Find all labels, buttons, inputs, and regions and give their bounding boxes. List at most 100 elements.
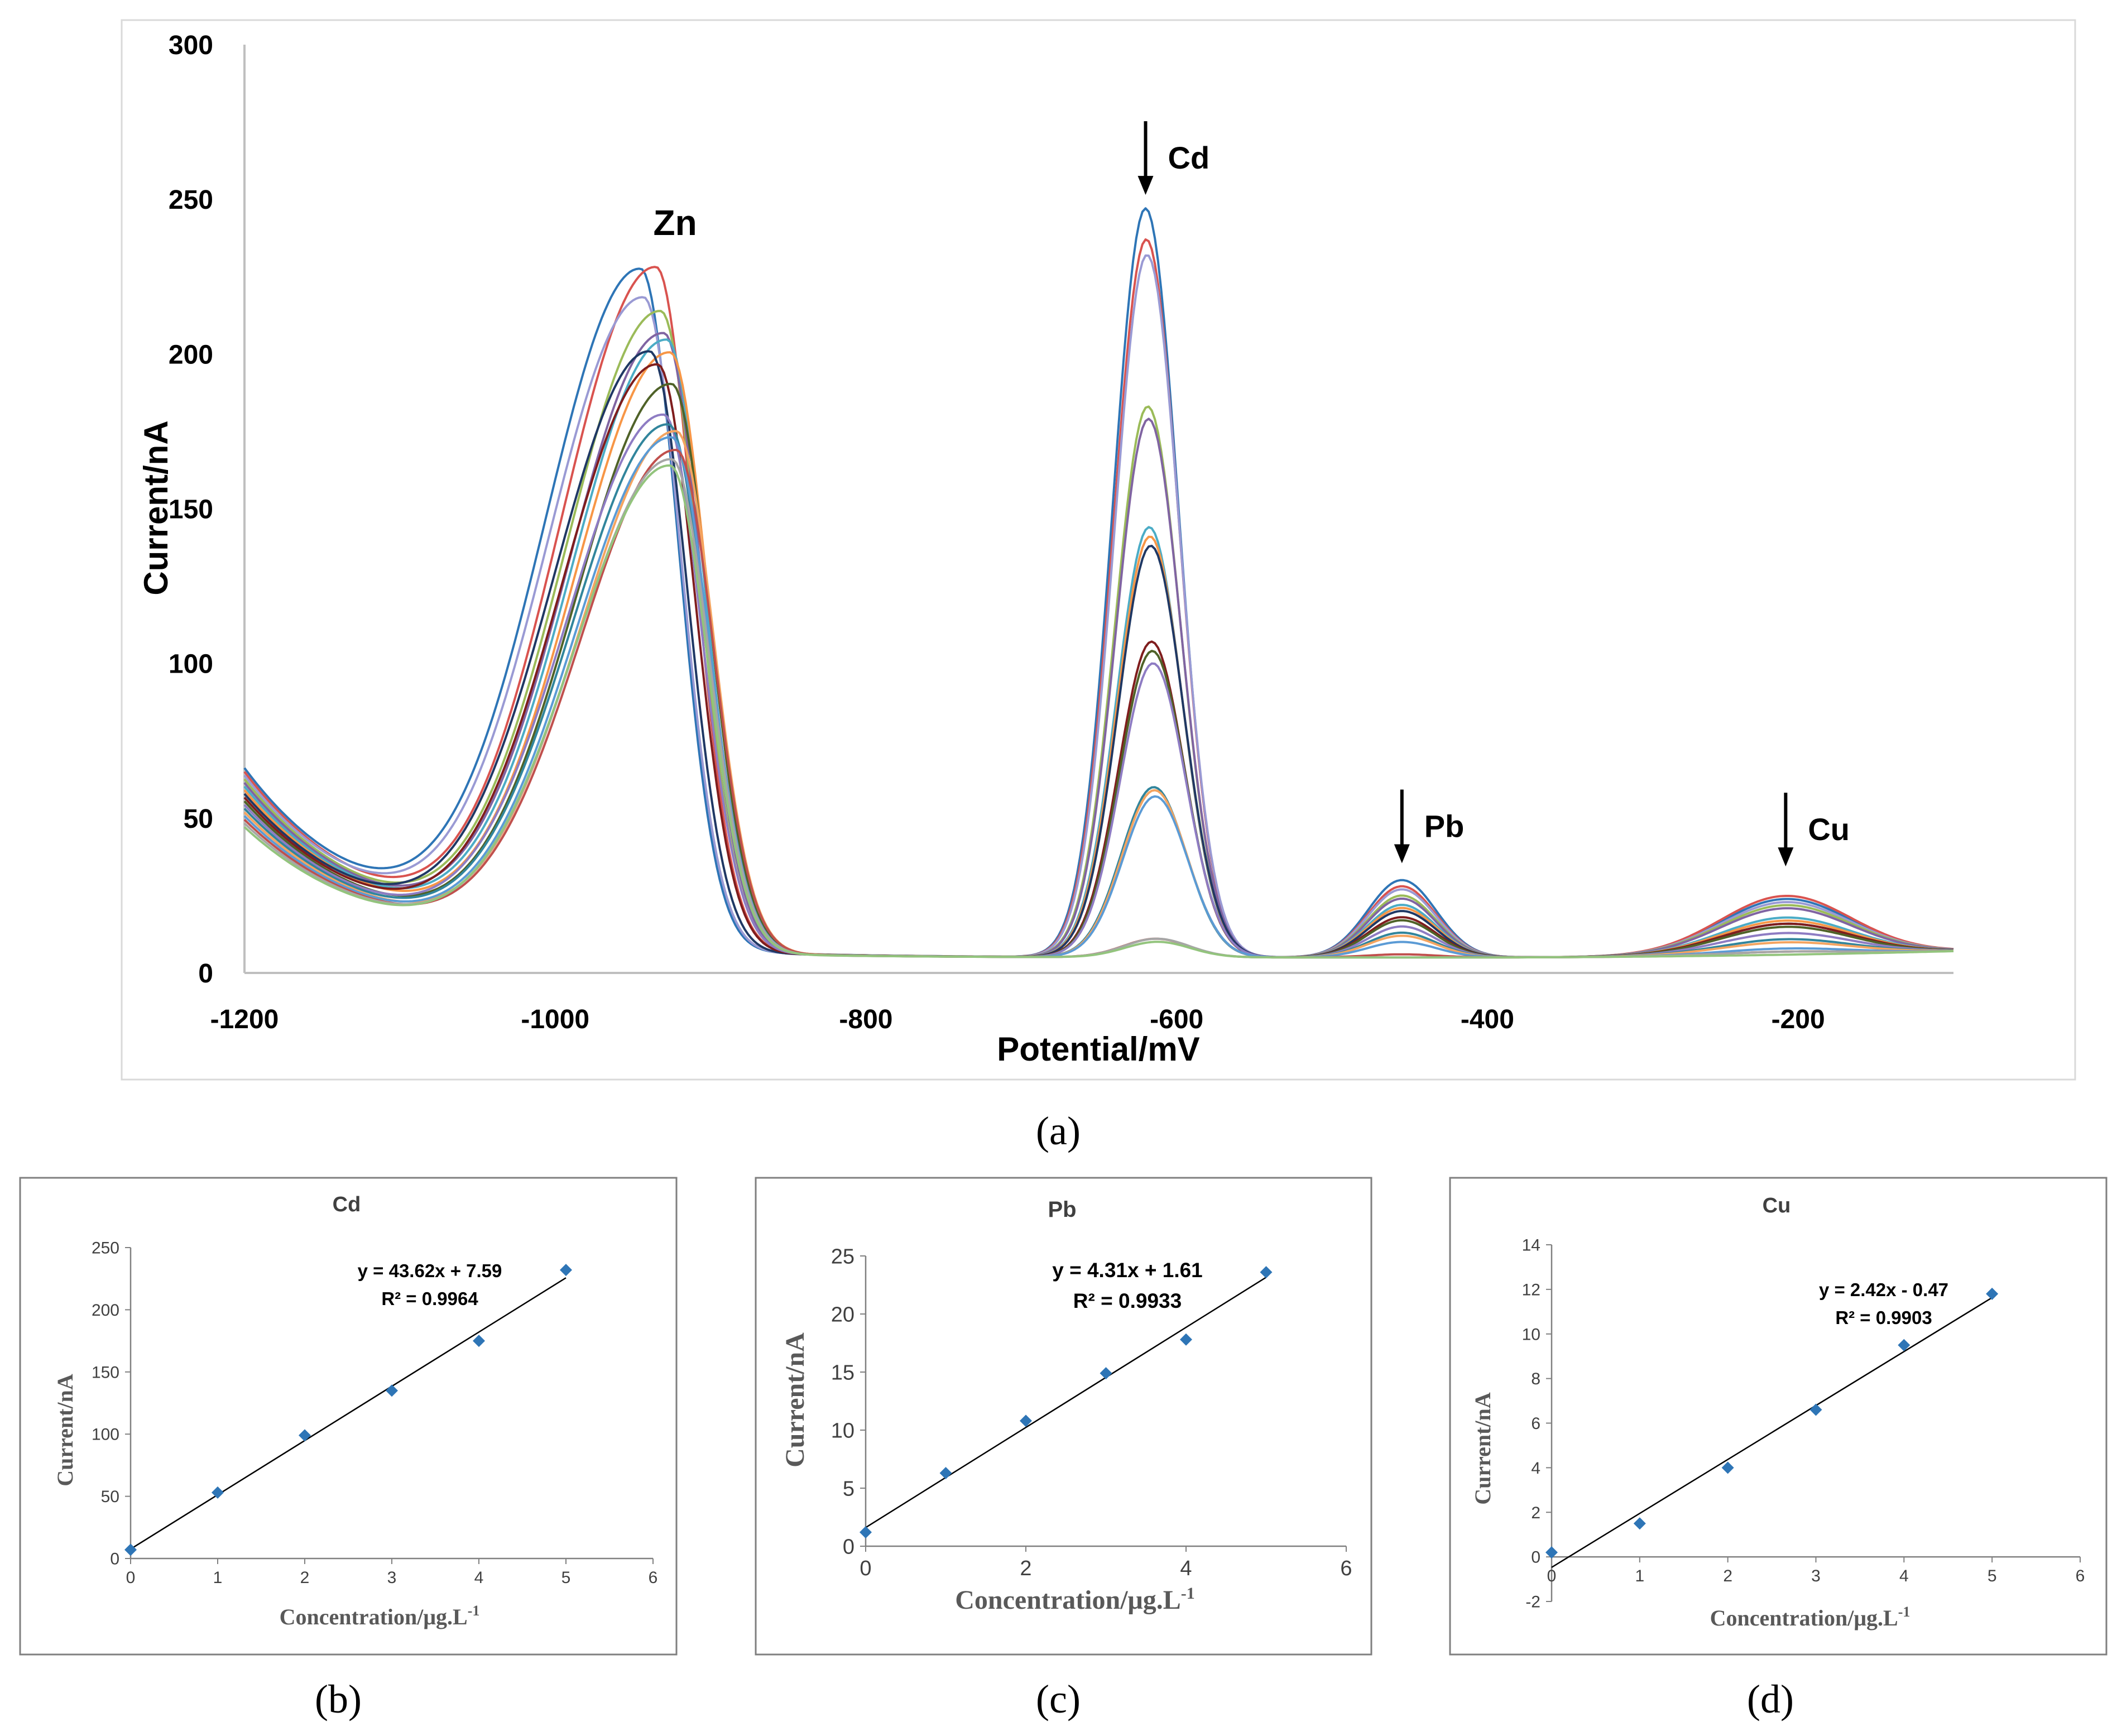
- panel-b-data-points: [124, 1264, 572, 1556]
- panel-d-x-tick-label: 5: [1988, 1567, 1997, 1585]
- panel-c-data-point: [1020, 1414, 1032, 1427]
- panel-c-y-tick-label: 0: [843, 1535, 855, 1558]
- panel-d-y-axis-label: Current/nA: [1470, 1392, 1495, 1505]
- panel-d-x-tick-label: 3: [1811, 1567, 1821, 1585]
- panel-c-trendline: [865, 1277, 1267, 1528]
- panel-a-y-axis-label: Current/nA: [137, 420, 175, 595]
- panel-d-y-tick-label: 8: [1531, 1370, 1540, 1388]
- panel-d-x-tick-label: 6: [2076, 1567, 2085, 1585]
- panel-c-equation: y = 4.31x + 1.61: [1052, 1259, 1203, 1282]
- panel-a-peak-arrowhead: [1778, 847, 1794, 867]
- panel-d-trendline: [1551, 1297, 1993, 1568]
- panel-a-peak-label: Cd: [1168, 140, 1210, 175]
- panel-a-series-curves: [243, 207, 1954, 959]
- panel-d-frame: [1449, 1177, 2108, 1656]
- panel-a-y-tick-label: 250: [169, 185, 213, 215]
- panel-a-peak-label: Zn: [653, 203, 697, 243]
- panel-c-data-point: [860, 1526, 872, 1539]
- panel-b-y-tick-label: 0: [110, 1550, 119, 1569]
- panel-c-label: (c): [1036, 1677, 1081, 1721]
- panel-a-series-line: [243, 238, 1954, 958]
- panel-a-voltammogram: 0 50 100 150 200 250 300 -1200 -1000 -800 -600 -40…: [121, 19, 2076, 1153]
- panel-c-x-tick-label: 2: [1020, 1557, 1031, 1580]
- panel-d-x-tick-labels: 0 1 2 3 4 5 6: [1547, 1567, 2085, 1585]
- panel-d-data-point: [1809, 1403, 1822, 1416]
- panel-d-equation: y = 2.42x - 0.47: [1819, 1279, 1948, 1300]
- panel-c-y-tick-label: 25: [831, 1245, 855, 1268]
- panel-b-x-tick-label: 5: [561, 1569, 571, 1587]
- panel-c-y-tick-label: 20: [831, 1303, 855, 1326]
- panel-a-x-tick-label: -400: [1461, 1005, 1514, 1034]
- panel-b-data-point: [299, 1429, 311, 1442]
- panel-b-title: Cd: [333, 1193, 361, 1216]
- panel-d-y-tick-label: 4: [1531, 1459, 1540, 1478]
- panel-a-series-line: [243, 413, 1953, 958]
- panel-b-data-point: [386, 1384, 398, 1397]
- panel-b-y-tick-label: 100: [92, 1426, 119, 1444]
- panel-b-y-tick-label: 200: [92, 1301, 119, 1320]
- panel-a-series-line: [243, 382, 1954, 958]
- panel-a-y-tick-label: 50: [184, 804, 213, 834]
- panel-b-x-tick-label: 0: [126, 1569, 136, 1587]
- panel-d-title: Cu: [1763, 1194, 1791, 1217]
- panel-b-cd-calibration: 0 50 100 150 200 250 0 1 2 3 4 5 6 Cd y = 43.62x + …: [19, 1177, 678, 1721]
- panel-b-x-label-sup: -1: [468, 1603, 480, 1619]
- panel-c-data-points: [860, 1266, 1273, 1539]
- panel-b-equation: y = 43.62x + 7.59: [358, 1260, 502, 1281]
- panel-c-data-point: [1180, 1333, 1192, 1346]
- panel-a-frame: [121, 19, 2076, 1081]
- panel-d-y-tick-label: 6: [1531, 1414, 1540, 1433]
- panel-d-y-tick-label: 2: [1531, 1504, 1540, 1522]
- panel-c-y-tick-label: 10: [831, 1419, 855, 1442]
- panel-a-x-tick-labels: -1200 -1000 -800 -600 -400 -200: [210, 1005, 1825, 1034]
- panel-d-y-tick-label: 0: [1531, 1548, 1540, 1567]
- panel-b-x-axis-label: Concentration/μg.L-1: [280, 1603, 480, 1629]
- panel-c-x-label-text: Concentration/μg.L: [955, 1585, 1181, 1615]
- panel-c-axes: [860, 1255, 1347, 1552]
- panel-b-x-tick-label: 2: [300, 1569, 310, 1587]
- panel-c-data-point: [1100, 1367, 1112, 1380]
- panel-a-peak-label: Cu: [1808, 812, 1850, 847]
- panel-c-x-label-sup: -1: [1181, 1584, 1195, 1603]
- panel-c-data-point: [939, 1466, 952, 1479]
- panel-a-x-tick-label: -1200: [210, 1005, 279, 1034]
- panel-a-peak-arrowhead: [1137, 176, 1154, 195]
- panel-a-x-tick-label: -800: [839, 1005, 892, 1034]
- panel-b-data-point: [473, 1335, 485, 1347]
- panel-b-x-tick-label: 1: [213, 1569, 223, 1587]
- panel-c-x-tick-label: 0: [860, 1557, 871, 1580]
- panel-c-y-tick-label: 15: [831, 1361, 855, 1384]
- panel-c-frame: [755, 1177, 1372, 1656]
- panel-d-y-tick-label: -2: [1525, 1593, 1540, 1612]
- panel-d-x-tick-label: 2: [1723, 1567, 1732, 1585]
- panel-c-y-tick-label: 5: [843, 1477, 855, 1500]
- panel-b-x-tick-label: 6: [649, 1569, 658, 1587]
- panel-c-r2: R² = 0.9933: [1073, 1289, 1182, 1312]
- panel-d-fit-line: [1551, 1297, 1993, 1568]
- panel-c-pb-calibration: 0 5 10 15 20 25 0 2 4 6 Pb y = 4.31x + 1.61 R² =…: [755, 1177, 1372, 1721]
- panel-d-y-tick-label: 14: [1522, 1236, 1540, 1255]
- panel-a-x-tick-label: -1000: [521, 1005, 589, 1034]
- panel-b-y-tick-label: 150: [92, 1363, 119, 1382]
- panel-a-y-tick-label: 0: [198, 959, 213, 989]
- panel-b-data-point: [560, 1264, 572, 1277]
- panel-b-axes: [125, 1247, 654, 1564]
- panel-d-y-tick-label: 12: [1522, 1281, 1540, 1299]
- panel-b-trendline: [130, 1277, 567, 1550]
- panel-d-data-point: [1986, 1287, 1999, 1300]
- panel-a-x-tick-label: -600: [1150, 1005, 1203, 1034]
- panel-b-data-point: [212, 1486, 224, 1499]
- panel-d-y-tick-labels: -2 0 2 4 6 8 10 12 14: [1522, 1236, 1540, 1612]
- panel-b-frame: [19, 1177, 678, 1656]
- panel-a-series-line: [243, 464, 1954, 959]
- panel-b-label: (b): [315, 1677, 362, 1721]
- panel-b-x-tick-labels: 0 1 2 3 4 5 6: [126, 1569, 658, 1587]
- panel-d-axes: [1546, 1244, 2081, 1602]
- panel-a-y-tick-label: 150: [169, 495, 213, 525]
- panel-d-x-tick-label: 4: [1899, 1567, 1909, 1585]
- panel-c-x-tick-labels: 0 2 4 6: [860, 1557, 1352, 1580]
- panel-d-data-point: [1898, 1339, 1910, 1351]
- panel-c-title: Pb: [1048, 1197, 1076, 1222]
